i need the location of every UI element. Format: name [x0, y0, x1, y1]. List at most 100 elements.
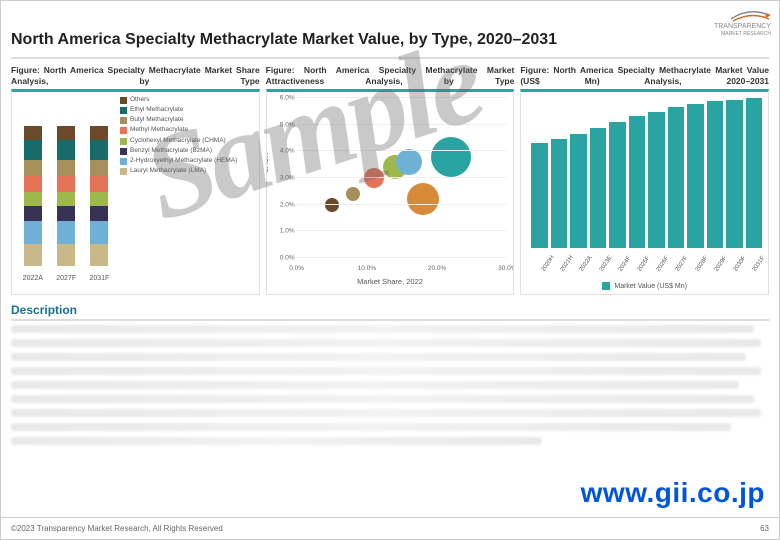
xlabel: 2021H: [560, 266, 567, 273]
bubble: [364, 168, 384, 188]
xlabel: 2027F: [675, 266, 682, 273]
value-bar: [590, 128, 606, 248]
panel-title-2: Figure: North America Specialty Methacry…: [266, 65, 515, 89]
legend-item: Ethyl Methacrylate: [120, 106, 257, 114]
footer: ©2023 Transparency Market Research, All …: [1, 517, 779, 539]
stacked-bar-xlabels: 2022A2027F2031F: [16, 275, 116, 282]
legend-swatch-icon: [120, 97, 127, 104]
logo-swoosh-icon: [729, 5, 771, 23]
bubble-yaxis-title: CAGR: [266, 153, 270, 173]
blurred-text-line: [11, 353, 746, 361]
bar-segment: [90, 244, 108, 266]
bubble-plot: [297, 98, 508, 258]
chart-bubble: CAGR Market Share, 2022 0.0%1.0%2.0%3.0%…: [266, 89, 515, 295]
value-bar: [668, 107, 684, 248]
bar-segment: [57, 176, 75, 191]
bar-segment: [90, 221, 108, 243]
value-legend-label: Market Value (US$ Mn): [614, 283, 687, 290]
description-heading: Description: [11, 303, 769, 317]
bar-segment: [24, 192, 42, 206]
chart-value: 2020H 2021H 2022A 2023E 2024F 2025F 2026F 2027F…: [520, 89, 769, 295]
gridline: [297, 257, 508, 258]
legend-label: Benzyl Methacrylate (BzMA): [130, 147, 212, 155]
xlabel: 2022A: [579, 266, 586, 273]
xtick-label: 0.0%: [289, 265, 304, 272]
bubble-xaxis-title: Market Share, 2022: [267, 277, 514, 286]
panel-title-3: Figure: North America Specialty Methacry…: [520, 65, 769, 89]
bar-segment: [24, 140, 42, 160]
value-bar: [551, 139, 567, 249]
ytick-label: 6.0%: [269, 95, 295, 102]
report-page: TRANSPARENCY MARKET RESEARCH North Ameri…: [0, 0, 780, 540]
gridline: [297, 177, 508, 178]
blurred-text-line: [11, 381, 739, 389]
bar-segment: [57, 140, 75, 160]
legend-swatch-icon: [120, 117, 127, 124]
xtick-label: 20.0%: [428, 265, 446, 272]
xlabel: 2024F: [618, 266, 625, 273]
blurred-text-line: [11, 409, 761, 417]
stacked-bar: [57, 126, 75, 266]
xlabel: 2029F: [714, 266, 721, 273]
bar-segment: [24, 176, 42, 191]
bar-segment: [90, 160, 108, 177]
blurred-text-line: [11, 339, 761, 347]
stacked-bar-plot: [16, 96, 116, 266]
xlabel: 2028F: [694, 266, 701, 273]
bar-segment: [57, 160, 75, 177]
value-bar: [687, 104, 703, 248]
legend-item: 2-Hydroxyethyl Methacrylate (HEMA): [120, 157, 257, 165]
legend-item: Cyclohexyl Methacrylate (CHMA): [120, 137, 257, 145]
xlabel: 2025F: [637, 266, 644, 273]
value-bar: [746, 98, 762, 248]
panel-title-1: Figure: North America Specialty Methacry…: [11, 65, 260, 89]
bar-segment: [24, 160, 42, 177]
xlabel: 2026F: [656, 266, 663, 273]
stacked-bar: [90, 126, 108, 266]
value-bar: [726, 100, 742, 249]
legend-swatch-icon: [120, 138, 127, 145]
description-body: [11, 325, 769, 485]
bar-segment: [57, 244, 75, 266]
bubble: [407, 183, 439, 215]
legend-label: Butyl Methacrylate: [130, 116, 183, 124]
blurred-text-line: [11, 423, 731, 431]
bar-segment: [90, 206, 108, 221]
value-bar-plot: [531, 98, 762, 248]
blurred-text-line: [11, 367, 761, 375]
legend-label: Ethyl Methacrylate: [130, 106, 183, 114]
panel-value: Figure: North America Specialty Methacry…: [520, 65, 769, 295]
url-watermark: www.gii.co.jp: [581, 477, 765, 509]
xlabel: 2023E: [598, 266, 605, 273]
blurred-text-line: [11, 437, 542, 445]
bar-segment: [57, 206, 75, 221]
page-title: North America Specialty Methacrylate Mar…: [11, 31, 769, 49]
logo-brand: TRANSPARENCY: [714, 23, 771, 30]
bubble: [431, 137, 471, 177]
value-bar: [609, 122, 625, 248]
xlabel: 2020H: [541, 266, 548, 273]
bar-segment: [24, 221, 42, 243]
legend-item: Butyl Methacrylate: [120, 116, 257, 124]
bar-segment: [90, 192, 108, 206]
legend-label: Others: [130, 96, 150, 104]
copyright: ©2023 Transparency Market Research, All …: [11, 524, 223, 533]
gridline: [297, 124, 508, 125]
xtick-label: 30.0%: [498, 265, 514, 272]
gridline: [297, 230, 508, 231]
legend-swatch-icon: [120, 148, 127, 155]
page-number: 63: [760, 524, 769, 533]
stacked-bar-legend: Others Ethyl Methacrylate Butyl Methacryla…: [120, 96, 257, 290]
value-bar: [629, 116, 645, 248]
value-bar-legend: Market Value (US$ Mn): [521, 282, 768, 290]
bar-segment: [24, 126, 42, 140]
bar-segment: [57, 126, 75, 140]
stacked-bar: [24, 126, 42, 266]
xtick-label: 10.0%: [358, 265, 376, 272]
bubble: [325, 198, 339, 212]
bar-segment: [57, 221, 75, 243]
ytick-label: 5.0%: [269, 121, 295, 128]
xlabel: 2031F: [752, 266, 759, 273]
chart-share: 2022A2027F2031F Others Ethyl Methacrylate…: [11, 89, 260, 295]
value-bar: [648, 112, 664, 249]
